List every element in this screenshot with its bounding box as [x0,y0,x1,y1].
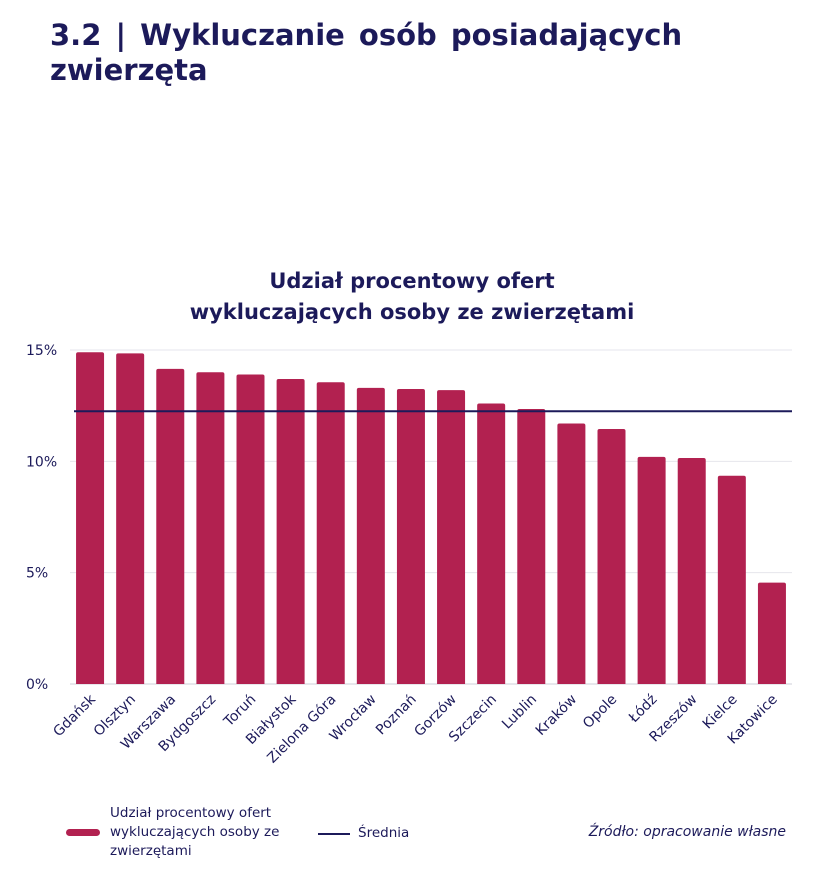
grid-layer [70,349,792,685]
bar [316,382,345,684]
x-tick-label: Toruń [220,692,259,731]
section-title-line-1: 3.2 | Wykluczanie osób posiadających [50,18,683,52]
x-tick-label: Gdańsk [50,691,99,740]
bar [677,457,706,684]
y-tick-label: 10% [26,454,57,470]
x-tick-label: Łódź [625,692,660,727]
bar [437,390,466,684]
bar-chart: 0% 5% 10% 15% GdańskOlsztynWarszawaBydgoszc… [26,343,792,767]
bar [637,456,666,684]
section-title: 3.2 | Wykluczanie osób posiadających zwi… [50,18,790,88]
bar [557,423,586,684]
bar [276,378,305,684]
bar [356,387,385,684]
legend-swatch-line [318,832,350,835]
bar [597,429,626,684]
y-tick-label: 15% [26,343,57,359]
bar [396,388,425,684]
legend: Udział procentowy ofert wykluczających o… [0,804,824,874]
bar [477,403,506,684]
legend-series-label-line-1: Udział procentowy ofert [110,805,272,821]
legend-series-label-line-2: wykluczających osoby ze [110,824,280,840]
chart-title-line-1: Udział procentowy ofert [269,269,555,293]
chart-title-line-2: wykluczających osoby ze zwierzętami [189,300,635,324]
x-tick-label: Opole [580,692,620,732]
y-axis-ticks: 0% 5% 10% 15% [26,343,57,693]
legend-item-mean: Średnia [318,824,409,843]
x-tick-label: Kraków [533,692,580,739]
legend-mean-label: Średnia [358,825,410,841]
bar [517,409,546,684]
bar [76,352,105,684]
bar [196,372,225,684]
bar [757,582,786,684]
section-title-line-2: zwierzęta [50,53,208,87]
y-tick-label: 5% [26,566,48,582]
bar [236,374,265,684]
legend-swatch-bar [66,829,100,836]
legend-series-label: Udział procentowy ofert wykluczających o… [110,804,279,861]
bar-layer [76,352,786,684]
bar [717,475,746,684]
bar [116,353,145,684]
legend-item-series: Udział procentowy ofert wykluczających o… [66,804,279,861]
bar [156,368,185,684]
source-note: Źródło: opracowanie własne [588,824,786,840]
legend-series-label-line-3: zwierzętami [110,843,192,859]
y-tick-label: 0% [26,677,48,693]
